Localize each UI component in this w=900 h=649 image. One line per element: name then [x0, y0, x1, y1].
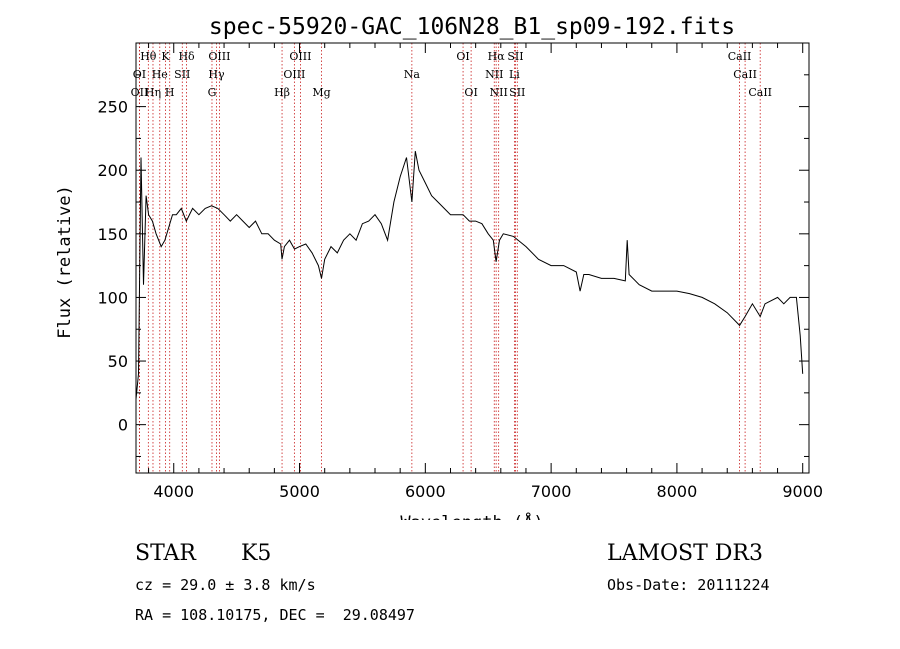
x-tick-label: 5000	[279, 482, 320, 501]
spectral-line-label: K	[161, 50, 170, 63]
y-tick-label: 100	[97, 288, 128, 307]
redshift-value: cz = 29.0 ± 3.8 km/s	[135, 576, 316, 594]
spectral-line-label: Hα	[488, 50, 506, 63]
object-class: STAR	[135, 541, 196, 566]
spectral-subclass: K5	[241, 541, 272, 566]
spectral-line-label: NII	[485, 68, 503, 81]
y-axis-label: Flux (relative)	[55, 185, 75, 339]
spectral-line-label: OIII	[283, 68, 305, 81]
spectral-line-label: H	[165, 86, 175, 99]
observation-date: Obs-Date: 20111224	[607, 576, 770, 594]
spectral-line-label: NII	[490, 86, 508, 99]
spectrum-chart: spec-55920-GAC_106N28_B1_sp09-192.fits H…	[55, 14, 823, 520]
spectral-line-label: OIII	[208, 50, 230, 63]
spectral-line-label: Hβ	[274, 86, 290, 99]
spectral-line-label: Mg	[312, 86, 330, 99]
spectral-line-label: Hδ	[178, 50, 195, 63]
y-tick-label: 0	[118, 416, 128, 435]
spectral-line-label: Li	[509, 68, 520, 81]
spectral-line-label: Hη	[145, 86, 161, 99]
spectral-line-label: SII	[509, 86, 525, 99]
spectral-line-label: Hγ	[208, 68, 225, 81]
survey-name: LAMOST DR3	[607, 541, 763, 566]
coordinates: RA = 108.10175, DEC = 29.08497	[135, 606, 415, 624]
x-tick-label: 6000	[405, 482, 446, 501]
x-tick-label: 7000	[531, 482, 572, 501]
spectral-line-label: SII	[507, 50, 523, 63]
y-tick-label: 50	[108, 352, 128, 371]
spectral-line-label: SII	[174, 68, 190, 81]
plot-frame	[135, 42, 810, 474]
spectrum-line	[135, 151, 804, 400]
y-tick-label: 150	[97, 225, 128, 244]
spectral-line-label: OI	[464, 86, 477, 99]
y-tick-label: 250	[97, 98, 128, 117]
x-tick-label: 8000	[657, 482, 698, 501]
spectral-line-label: OII	[131, 86, 149, 99]
spectral-line-label: CaII	[728, 50, 752, 63]
spectral-line-label: He	[152, 68, 168, 81]
spectral-line-label: OI	[456, 50, 469, 63]
spectral-line-label: CaII	[733, 68, 757, 81]
spectral-line-label: CaII	[748, 86, 772, 99]
spectral-line-label: G	[208, 86, 217, 99]
x-tick-label: 4000	[153, 482, 194, 501]
x-axis-label: Wavelength (Å)	[400, 511, 543, 520]
spectral-line-label: Hθ	[140, 50, 157, 63]
chart-title: spec-55920-GAC_106N28_B1_sp09-192.fits	[209, 14, 735, 40]
spectral-line-label: Na	[404, 68, 421, 81]
x-tick-label: 9000	[782, 482, 823, 501]
y-tick-label: 200	[97, 161, 128, 180]
spectral-line-label: OIII	[289, 50, 311, 63]
